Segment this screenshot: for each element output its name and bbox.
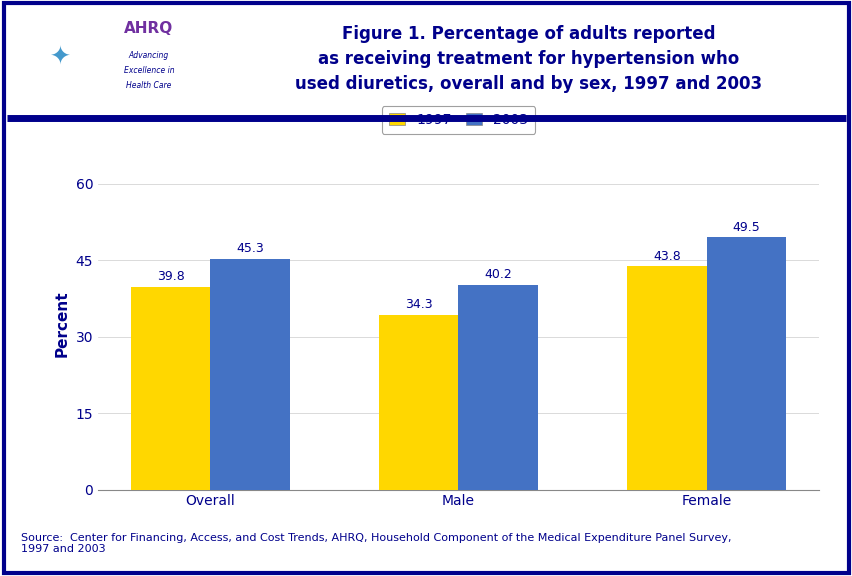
Text: Excellence in: Excellence in [124,66,174,75]
Text: 49.5: 49.5 [732,221,759,234]
Text: Advancing: Advancing [129,51,169,60]
Text: 43.8: 43.8 [653,250,680,263]
Text: 39.8: 39.8 [157,270,184,283]
Text: Health Care: Health Care [126,81,171,90]
Bar [378,315,458,490]
FancyBboxPatch shape [106,10,194,105]
Text: AHRQ: AHRQ [124,21,173,36]
Bar [626,267,705,490]
Y-axis label: Percent: Percent [55,291,70,357]
Bar [458,285,538,490]
Text: 45.3: 45.3 [236,242,263,255]
Text: 34.3: 34.3 [405,298,432,311]
Text: Figure 1. Percentage of adults reported
as receiving treatment for hypertension : Figure 1. Percentage of adults reported … [295,25,762,93]
Text: ✦: ✦ [50,46,71,70]
Bar [130,287,210,490]
Bar [705,237,786,490]
Circle shape [0,18,133,98]
Text: 40.2: 40.2 [484,268,511,281]
Text: Source:  Center for Financing, Access, and Cost Trends, AHRQ, Household Componen: Source: Center for Financing, Access, an… [21,533,731,554]
Legend: 1997, 2003: 1997, 2003 [381,106,535,134]
Bar [210,259,290,490]
